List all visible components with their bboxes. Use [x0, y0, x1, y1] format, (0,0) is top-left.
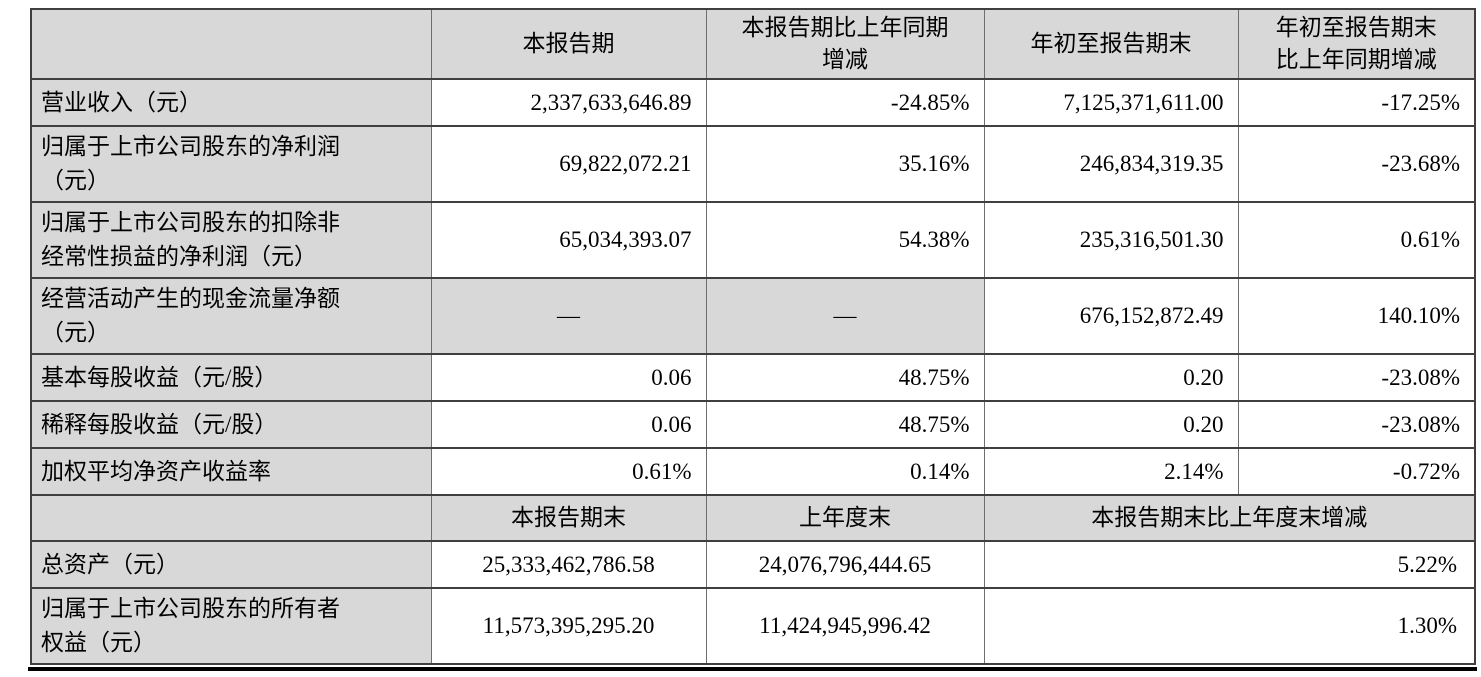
value-cell: 0.14% — [705, 447, 985, 497]
value-cell: 2.14% — [983, 447, 1239, 497]
value-cell: 676,152,872.49 — [983, 277, 1239, 356]
row-label: 基本每股收益（元/股） — [30, 353, 432, 403]
value-cell: 2,337,633,646.89 — [430, 78, 707, 128]
value-cell: 65,034,393.07 — [430, 201, 707, 280]
value-cell: -23.68% — [1237, 125, 1476, 204]
value-cell: 140.10% — [1237, 277, 1476, 356]
header-cell-end-of-prior-year: 上年度末 — [705, 494, 985, 543]
table-row-weighted-avg-roe: 加权平均净资产收益率 0.61% 0.14% 2.14% -0.72% — [30, 447, 1476, 497]
value-cell: 0.20 — [983, 353, 1239, 403]
value-cell-dash: — — [430, 277, 707, 356]
table-row-net-profit: 归属于上市公司股东的净利润 （元） 69,822,072.21 35.16% 2… — [30, 125, 1476, 204]
value-cell-dash: — — [705, 277, 985, 356]
value-cell: 0.06 — [430, 353, 707, 403]
header-cell-period-end-change: 本报告期末比上年度末增减 — [983, 494, 1476, 543]
table-row-shareholders-equity: 归属于上市公司股东的所有者 权益（元） 11,573,395,295.20 11… — [30, 587, 1476, 666]
value-cell: 246,834,319.35 — [983, 125, 1239, 204]
value-cell: 48.75% — [705, 353, 985, 403]
table-row-diluted-eps: 稀释每股收益（元/股） 0.06 48.75% 0.20 -23.08% — [30, 400, 1476, 450]
value-cell: -23.08% — [1237, 400, 1476, 450]
row-label: 稀释每股收益（元/股） — [30, 400, 432, 450]
value-cell: 48.75% — [705, 400, 985, 450]
value-cell: 235,316,501.30 — [983, 201, 1239, 280]
header-cell-year-to-date: 年初至报告期末 — [983, 7, 1239, 81]
header-cell-end-of-period: 本报告期末 — [430, 494, 707, 543]
table-row-total-assets: 总资产（元） 25,333,462,786.58 24,076,796,444.… — [30, 540, 1476, 590]
value-cell: 69,822,072.21 — [430, 125, 707, 204]
value-cell: -17.25% — [1237, 78, 1476, 128]
row-label: 归属于上市公司股东的扣除非 经常性损益的净利润（元） — [30, 201, 432, 280]
value-cell: 54.38% — [705, 201, 985, 280]
value-cell: 1.30% — [983, 587, 1476, 666]
row-label: 加权平均净资产收益率 — [30, 447, 432, 497]
value-cell: -23.08% — [1237, 353, 1476, 403]
value-cell: -24.85% — [705, 78, 985, 128]
header-row-period: 本报告期 本报告期比上年同期 增减 年初至报告期末 年初至报告期末 比上年同期增… — [30, 7, 1476, 81]
bottom-rule-line — [28, 667, 1477, 671]
value-cell: 0.20 — [983, 400, 1239, 450]
value-cell: 7,125,371,611.00 — [983, 78, 1239, 128]
header-cell-blank — [30, 494, 432, 543]
value-cell: -0.72% — [1237, 447, 1476, 497]
row-label: 营业收入（元） — [30, 78, 432, 128]
value-cell: 0.06 — [430, 400, 707, 450]
header-cell-blank — [30, 7, 432, 81]
value-cell: 0.61% — [1237, 201, 1476, 280]
value-cell: 35.16% — [705, 125, 985, 204]
row-label: 总资产（元） — [30, 540, 432, 590]
table-row-net-profit-excl-nonrecurring: 归属于上市公司股东的扣除非 经常性损益的净利润（元） 65,034,393.07… — [30, 201, 1476, 280]
financial-summary-table: 本报告期 本报告期比上年同期 增减 年初至报告期末 年初至报告期末 比上年同期增… — [30, 7, 1476, 666]
table-row-basic-eps: 基本每股收益（元/股） 0.06 48.75% 0.20 -23.08% — [30, 353, 1476, 403]
header-cell-year-to-date-yoy-change: 年初至报告期末 比上年同期增减 — [1237, 7, 1476, 81]
header-row-period-end: 本报告期末 上年度末 本报告期末比上年度末增减 — [30, 494, 1476, 543]
row-label: 经营活动产生的现金流量净额 （元） — [30, 277, 432, 356]
row-label: 归属于上市公司股东的所有者 权益（元） — [30, 587, 432, 666]
value-cell: 5.22% — [983, 540, 1476, 590]
table-row-operating-cash-flow: 经营活动产生的现金流量净额 （元） — — 676,152,872.49 140… — [30, 277, 1476, 356]
row-label: 归属于上市公司股东的净利润 （元） — [30, 125, 432, 204]
value-cell: 0.61% — [430, 447, 707, 497]
value-cell: 25,333,462,786.58 — [430, 540, 707, 590]
value-cell: 11,573,395,295.20 — [430, 587, 707, 666]
table-row-operating-revenue: 营业收入（元） 2,337,633,646.89 -24.85% 7,125,3… — [30, 78, 1476, 128]
header-cell-current-period: 本报告期 — [430, 7, 707, 81]
value-cell: 24,076,796,444.65 — [705, 540, 985, 590]
value-cell: 11,424,945,996.42 — [705, 587, 985, 666]
header-cell-current-period-yoy-change: 本报告期比上年同期 增减 — [705, 7, 985, 81]
